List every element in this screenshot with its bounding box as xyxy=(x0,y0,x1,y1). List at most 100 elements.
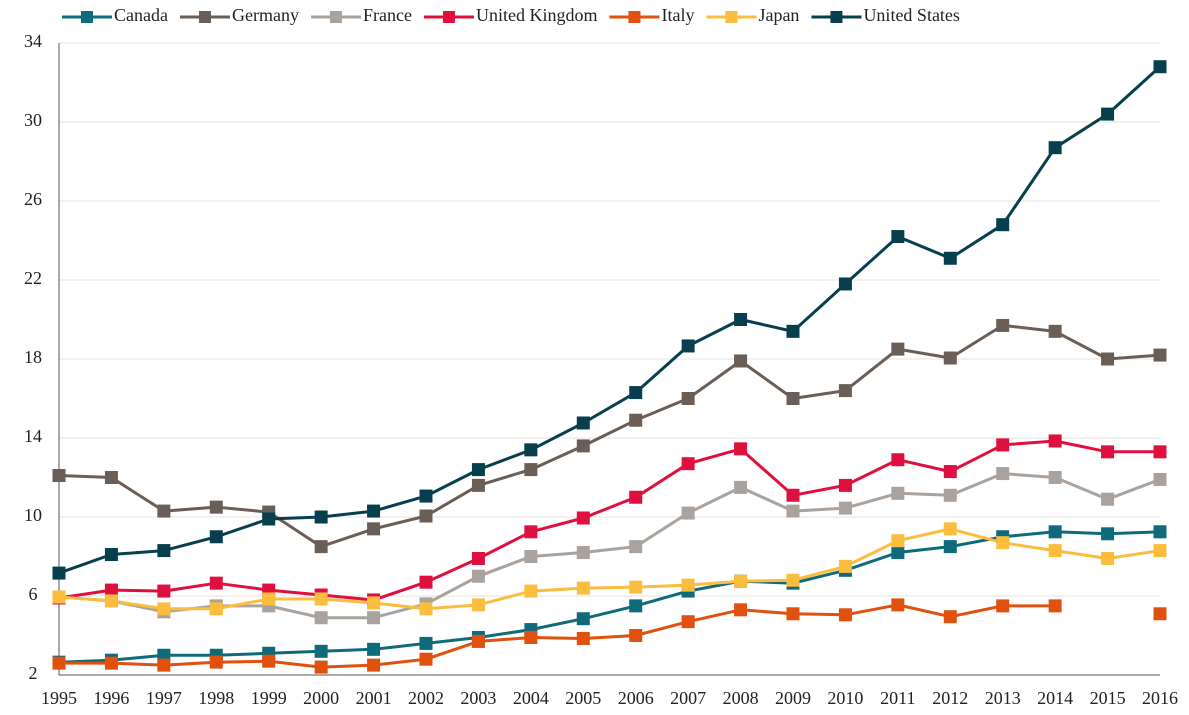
legend-item: Italy xyxy=(609,5,694,25)
point-marker xyxy=(1101,492,1115,506)
point-marker xyxy=(786,488,800,502)
point-marker xyxy=(262,654,276,668)
point-marker xyxy=(786,324,800,338)
point-marker xyxy=(471,634,485,648)
point-marker xyxy=(367,611,381,625)
point-marker xyxy=(209,602,223,616)
y-tick-label: 34 xyxy=(24,31,42,51)
point-marker xyxy=(838,384,852,398)
y-tick-label: 10 xyxy=(24,505,42,525)
point-marker xyxy=(419,652,433,666)
y-tick-label: 30 xyxy=(24,110,42,130)
point-marker xyxy=(629,540,643,554)
point-marker xyxy=(419,489,433,503)
point-marker xyxy=(943,465,957,479)
legend-marker xyxy=(81,11,93,23)
point-marker xyxy=(838,277,852,291)
point-marker xyxy=(681,339,695,353)
point-marker xyxy=(891,534,905,548)
point-marker xyxy=(1153,60,1167,74)
point-marker xyxy=(734,603,748,617)
point-marker xyxy=(891,342,905,356)
legend-item: Canada xyxy=(62,5,168,25)
legend-marker xyxy=(830,11,843,23)
point-marker xyxy=(629,490,643,504)
x-tick-label: 2000 xyxy=(303,688,339,708)
point-marker xyxy=(104,656,118,670)
x-tick-label: 2013 xyxy=(985,688,1021,708)
point-marker xyxy=(471,478,485,492)
legend-marker xyxy=(725,11,738,23)
point-marker xyxy=(891,546,905,560)
series-line xyxy=(58,65,1162,575)
point-marker xyxy=(734,574,748,588)
point-marker xyxy=(576,439,590,453)
point-marker xyxy=(1153,445,1167,459)
point-marker xyxy=(943,488,957,502)
point-marker xyxy=(838,478,852,492)
point-marker xyxy=(1101,551,1115,565)
series-line xyxy=(58,530,1161,664)
point-marker xyxy=(104,471,118,484)
legend-label: France xyxy=(363,5,412,25)
point-marker xyxy=(891,453,905,467)
point-marker xyxy=(576,581,590,595)
point-marker xyxy=(734,442,748,456)
point-marker xyxy=(524,463,538,477)
point-marker xyxy=(367,504,381,518)
point-marker xyxy=(104,583,118,597)
legend-item: Japan xyxy=(706,5,799,25)
point-marker xyxy=(891,486,905,500)
point-marker xyxy=(576,612,590,626)
point-marker xyxy=(1101,527,1115,541)
point-marker xyxy=(52,566,66,580)
x-tick-label: 2008 xyxy=(723,688,759,708)
point-marker xyxy=(314,660,328,674)
series-line xyxy=(58,439,1160,602)
point-marker xyxy=(471,598,485,612)
point-marker xyxy=(996,467,1010,481)
y-tick-label: 26 xyxy=(24,189,42,209)
point-marker xyxy=(681,457,695,471)
point-marker xyxy=(524,630,538,644)
x-tick-label: 2009 xyxy=(775,688,811,708)
point-marker xyxy=(996,536,1010,550)
point-marker xyxy=(157,602,171,616)
x-tick-label: 2016 xyxy=(1142,688,1178,708)
x-tick-label: 2011 xyxy=(880,688,915,708)
point-marker xyxy=(209,576,223,590)
series-line xyxy=(58,472,1161,620)
y-tick-label: 2 xyxy=(29,663,38,683)
x-tick-label: 2002 xyxy=(408,688,444,708)
point-marker xyxy=(891,230,905,244)
point-marker xyxy=(786,392,800,405)
point-marker xyxy=(314,644,328,658)
point-marker xyxy=(996,599,1010,613)
point-marker xyxy=(52,590,66,604)
point-marker xyxy=(419,509,433,523)
point-marker xyxy=(524,584,538,598)
point-marker xyxy=(838,559,852,573)
point-marker xyxy=(943,610,957,624)
x-tick-label: 2003 xyxy=(460,688,496,708)
x-tick-label: 1995 xyxy=(41,688,77,708)
point-marker xyxy=(734,354,748,368)
series-line xyxy=(59,605,1160,667)
point-marker xyxy=(157,504,171,518)
point-marker xyxy=(367,642,381,656)
legend-marker xyxy=(198,11,211,23)
legend-marker xyxy=(442,11,455,23)
point-marker xyxy=(52,656,66,670)
point-marker xyxy=(943,251,957,265)
legend-label: United Kingdom xyxy=(476,5,598,25)
point-marker xyxy=(262,592,276,606)
point-marker xyxy=(681,615,695,629)
point-marker xyxy=(1153,348,1167,362)
legend-item: United States xyxy=(811,5,960,25)
point-marker xyxy=(1153,607,1167,621)
point-marker xyxy=(629,413,643,427)
point-marker xyxy=(1048,525,1062,539)
point-marker xyxy=(681,392,695,405)
legend-label: Italy xyxy=(661,5,694,25)
